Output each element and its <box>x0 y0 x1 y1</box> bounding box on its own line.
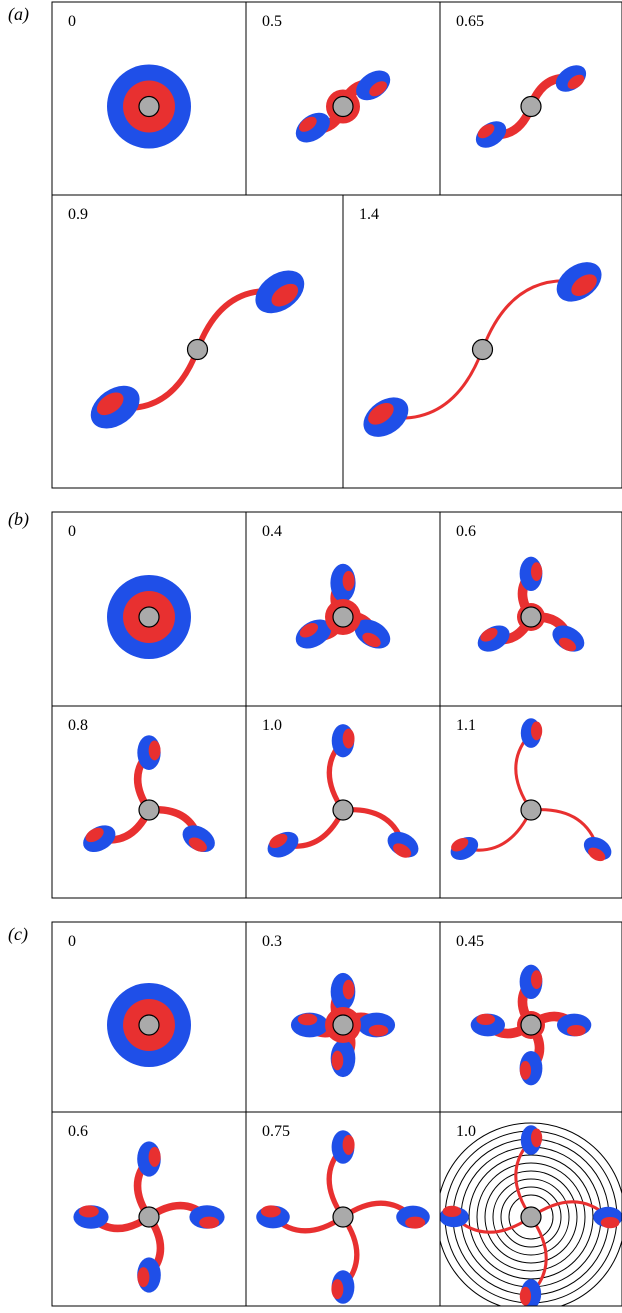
red-vortex <box>343 571 355 591</box>
red-vortex <box>332 1051 344 1071</box>
time-label: 1.0 <box>456 1123 476 1140</box>
cylinder <box>473 340 493 360</box>
time-label: 0.5 <box>262 13 282 30</box>
red-vortex <box>405 1217 425 1229</box>
red-vortex <box>331 1279 343 1299</box>
cylinder <box>333 607 353 627</box>
frame <box>263 724 423 863</box>
time-label: 1.1 <box>456 717 476 734</box>
figure: (a) 0 0.5 0.65 0.9 1.4 (b) 0 0.4 0.6 0.8 1.0 1.1 (c) 0… <box>0 0 622 1308</box>
cylinder <box>139 97 159 117</box>
time-label: 1.0 <box>262 717 282 734</box>
cylinder <box>188 340 208 360</box>
panel-label: (a) <box>8 4 29 25</box>
frame <box>107 983 191 1067</box>
cylinder <box>333 800 353 820</box>
red-vortex <box>199 1217 219 1229</box>
time-label: 0.9 <box>68 206 88 223</box>
time-label: 0 <box>68 523 76 540</box>
cylinder <box>139 607 159 627</box>
cylinder <box>333 1015 353 1035</box>
cylinder <box>333 97 353 117</box>
red-vortex <box>343 729 355 749</box>
cylinder <box>333 1207 353 1227</box>
red-vortex <box>298 1014 318 1026</box>
red-vortex <box>443 1206 462 1217</box>
time-label: 0.8 <box>68 717 88 734</box>
red-vortex <box>531 970 542 989</box>
time-label: 0.75 <box>262 1123 290 1140</box>
cylinder <box>521 1207 541 1227</box>
time-label: 0.6 <box>456 523 476 540</box>
frame <box>78 735 219 857</box>
red-vortex <box>261 1205 281 1217</box>
time-label: 0.6 <box>68 1123 88 1140</box>
frame <box>437 1123 622 1308</box>
red-vortex <box>531 562 542 581</box>
time-label: 0.3 <box>262 933 282 950</box>
red-vortex <box>369 1025 389 1037</box>
frame <box>73 1141 224 1292</box>
panel-label: (b) <box>8 509 29 530</box>
red-vortex <box>137 1267 149 1287</box>
cylinder <box>139 1207 159 1227</box>
red-vortex <box>520 1061 531 1080</box>
red-vortex <box>79 1205 99 1217</box>
cylinder <box>521 607 541 627</box>
blue-vortex <box>551 60 591 98</box>
red-vortex <box>531 1129 542 1148</box>
cylinder <box>521 97 541 117</box>
time-label: 0 <box>68 13 76 30</box>
frame <box>107 575 191 659</box>
cylinder <box>521 1015 541 1035</box>
time-label: 0.65 <box>456 13 484 30</box>
time-label: 0.4 <box>262 523 282 540</box>
cylinder <box>521 800 541 820</box>
cylinder <box>139 800 159 820</box>
frame <box>107 65 191 149</box>
time-label: 0.45 <box>456 933 484 950</box>
frame <box>446 718 615 864</box>
red-vortex <box>567 1025 586 1036</box>
red-vortex <box>149 741 161 761</box>
red-vortex <box>601 1217 620 1228</box>
blue-vortex <box>471 116 511 154</box>
frame <box>256 1130 430 1304</box>
cylinder <box>139 1015 159 1035</box>
page: {"panels": [ {"label": "(a)", "frames": … <box>0 0 622 1308</box>
time-label: 1.4 <box>359 206 379 223</box>
blue-vortex <box>473 620 514 657</box>
red-vortex <box>520 1287 531 1306</box>
frame <box>290 64 396 148</box>
frame <box>83 262 313 438</box>
frame <box>291 973 395 1077</box>
frame <box>471 60 591 154</box>
red-vortex <box>531 722 542 741</box>
red-vortex <box>149 1147 161 1167</box>
red-vortex <box>343 980 355 1000</box>
frame <box>291 564 396 655</box>
frame <box>473 557 589 657</box>
panel-label: (c) <box>8 924 28 945</box>
red-vortex <box>343 1135 355 1155</box>
frame <box>471 965 592 1086</box>
frame <box>356 254 609 445</box>
time-label: 0 <box>68 933 76 950</box>
red-vortex <box>476 1014 495 1025</box>
